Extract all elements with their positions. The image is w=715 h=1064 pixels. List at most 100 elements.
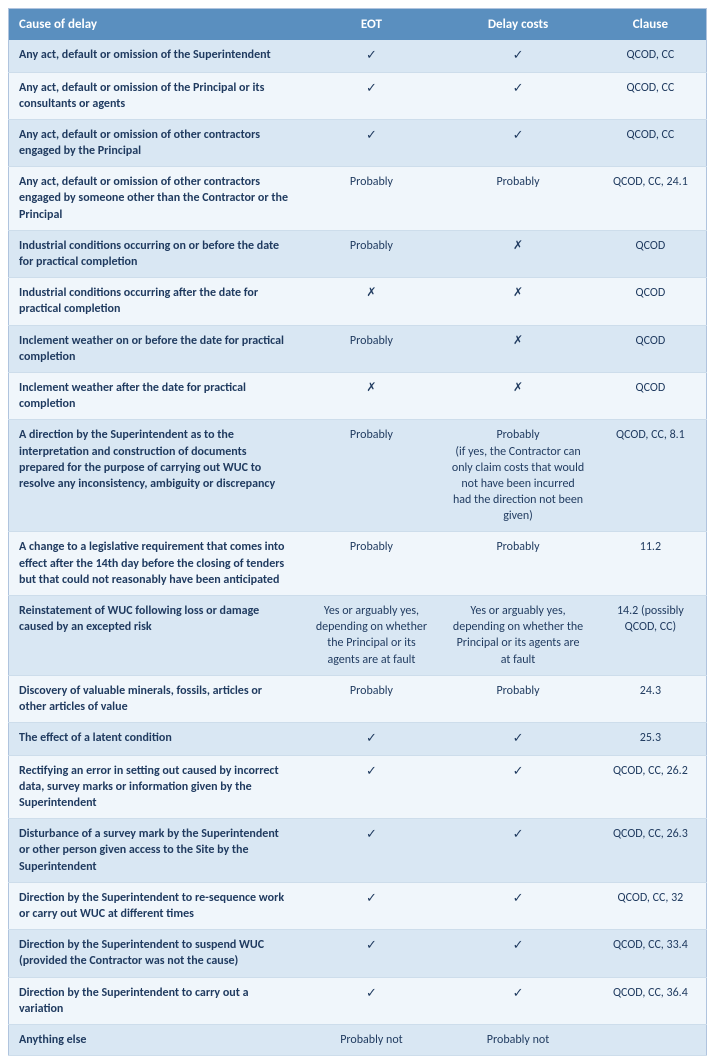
cell-eot: ✓ bbox=[302, 882, 442, 929]
delay-causes-table: Cause of delay EOT Delay costs Clause An… bbox=[8, 8, 707, 1056]
cell-eot: ✓ bbox=[302, 930, 442, 977]
cell-cause: The effect of a latent condition bbox=[9, 723, 302, 756]
cell-cause: Industrial conditions occurring after th… bbox=[9, 278, 302, 325]
cell-clause: QCOD bbox=[595, 372, 707, 419]
table-row: Inclement weather after the date for pra… bbox=[9, 372, 707, 419]
cell-delay: Probably bbox=[441, 532, 595, 596]
cell-cause: Industrial conditions occurring on or be… bbox=[9, 230, 302, 277]
cell-delay: ✓ bbox=[441, 882, 595, 929]
cell-clause: 14.2 (possibly QCOD, CC) bbox=[595, 596, 707, 676]
table-row: Industrial conditions occurring on or be… bbox=[9, 230, 707, 277]
col-header-eot: EOT bbox=[302, 9, 442, 41]
cell-eot: Probably bbox=[302, 167, 442, 231]
cell-eot: ✓ bbox=[302, 40, 442, 72]
cell-clause: QCOD, CC, 32 bbox=[595, 882, 707, 929]
table-row: Industrial conditions occurring after th… bbox=[9, 278, 707, 325]
cell-eot: Probably bbox=[302, 420, 442, 532]
table-row: The effect of a latent condition✓✓25.3 bbox=[9, 723, 707, 756]
cell-eot: ✗ bbox=[302, 372, 442, 419]
table-row: Any act, default or omission of other co… bbox=[9, 167, 707, 231]
cell-eot: ✓ bbox=[302, 977, 442, 1024]
col-header-delay: Delay costs bbox=[441, 9, 595, 41]
cell-eot: ✓ bbox=[302, 755, 442, 819]
table-row: Direction by the Superintendent to carry… bbox=[9, 977, 707, 1024]
cell-delay: ✓ bbox=[441, 930, 595, 977]
cell-delay: Probably(if yes, the Contractor can only… bbox=[441, 420, 595, 532]
cell-cause: Any act, default or omission of other co… bbox=[9, 119, 302, 166]
cell-cause: Direction by the Superintendent to re-se… bbox=[9, 882, 302, 929]
cell-delay: ✓ bbox=[441, 819, 595, 883]
cell-eot: Probably bbox=[302, 532, 442, 596]
cell-cause: Any act, default or omission of the Prin… bbox=[9, 72, 302, 119]
cell-delay: ✓ bbox=[441, 40, 595, 72]
cell-clause: 24.3 bbox=[595, 675, 707, 722]
col-header-cause: Cause of delay bbox=[9, 9, 302, 41]
cell-eot: ✗ bbox=[302, 278, 442, 325]
cell-eot: ✓ bbox=[302, 723, 442, 756]
table-row: Any act, default or omission of the Supe… bbox=[9, 40, 707, 72]
cell-eot: Probably bbox=[302, 675, 442, 722]
cell-clause: QCOD, CC, 26.3 bbox=[595, 819, 707, 883]
cell-eot: ✓ bbox=[302, 819, 442, 883]
cell-cause: Direction by the Superintendent to suspe… bbox=[9, 930, 302, 977]
cell-clause: 25.3 bbox=[595, 723, 707, 756]
cell-delay: ✗ bbox=[441, 230, 595, 277]
cell-delay: Probably bbox=[441, 675, 595, 722]
cell-clause: 11.2 bbox=[595, 532, 707, 596]
table-row: A change to a legislative requirement th… bbox=[9, 532, 707, 596]
cell-eot: Probably bbox=[302, 230, 442, 277]
table-row: Disturbance of a survey mark by the Supe… bbox=[9, 819, 707, 883]
cell-cause: Direction by the Superintendent to carry… bbox=[9, 977, 302, 1024]
cell-clause: QCOD, CC, 8.1 bbox=[595, 420, 707, 532]
table-header-row: Cause of delay EOT Delay costs Clause bbox=[9, 9, 707, 41]
cell-clause: QCOD, CC, 33.4 bbox=[595, 930, 707, 977]
cell-delay: ✓ bbox=[441, 723, 595, 756]
table-row: Reinstatement of WUC following loss or d… bbox=[9, 596, 707, 676]
cell-delay: Probably bbox=[441, 167, 595, 231]
cell-cause: Inclement weather after the date for pra… bbox=[9, 372, 302, 419]
cell-cause: Any act, default or omission of the Supe… bbox=[9, 40, 302, 72]
cell-clause: QCOD bbox=[595, 278, 707, 325]
cell-clause: QCOD, CC, 36.4 bbox=[595, 977, 707, 1024]
cell-clause: QCOD, CC bbox=[595, 119, 707, 166]
table-row: Anything elseProbably notProbably not bbox=[9, 1024, 707, 1055]
table-row: Discovery of valuable minerals, fossils,… bbox=[9, 675, 707, 722]
cell-cause: Inclement weather on or before the date … bbox=[9, 325, 302, 372]
table-row: Direction by the Superintendent to suspe… bbox=[9, 930, 707, 977]
cell-delay: ✗ bbox=[441, 372, 595, 419]
cell-clause: QCOD bbox=[595, 230, 707, 277]
cell-delay: Yes or arguably yes, depending on whethe… bbox=[441, 596, 595, 676]
cell-cause: Discovery of valuable minerals, fossils,… bbox=[9, 675, 302, 722]
cell-clause: QCOD, CC bbox=[595, 40, 707, 72]
cell-cause: Reinstatement of WUC following loss or d… bbox=[9, 596, 302, 676]
cell-cause: A change to a legislative requirement th… bbox=[9, 532, 302, 596]
table-row: Any act, default or omission of other co… bbox=[9, 119, 707, 166]
cell-cause: Disturbance of a survey mark by the Supe… bbox=[9, 819, 302, 883]
cell-eot: ✓ bbox=[302, 72, 442, 119]
cell-clause: QCOD, CC bbox=[595, 72, 707, 119]
table-row: Rectifying an error in setting out cause… bbox=[9, 755, 707, 819]
cell-delay: ✗ bbox=[441, 325, 595, 372]
cell-delay: ✓ bbox=[441, 72, 595, 119]
cell-eot: ✓ bbox=[302, 119, 442, 166]
cell-clause: QCOD bbox=[595, 325, 707, 372]
cell-delay: ✓ bbox=[441, 755, 595, 819]
cell-cause: Any act, default or omission of other co… bbox=[9, 167, 302, 231]
table-row: Inclement weather on or before the date … bbox=[9, 325, 707, 372]
col-header-clause: Clause bbox=[595, 9, 707, 41]
cell-eot: Yes or arguably yes, depending on whethe… bbox=[302, 596, 442, 676]
cell-clause: QCOD, CC, 26.2 bbox=[595, 755, 707, 819]
table-row: Direction by the Superintendent to re-se… bbox=[9, 882, 707, 929]
cell-eot: Probably bbox=[302, 325, 442, 372]
cell-eot: Probably not bbox=[302, 1024, 442, 1055]
cell-cause: Anything else bbox=[9, 1024, 302, 1055]
cell-delay: Probably not bbox=[441, 1024, 595, 1055]
table-body: Any act, default or omission of the Supe… bbox=[9, 40, 707, 1056]
cell-delay: ✓ bbox=[441, 119, 595, 166]
cell-cause: A direction by the Superintendent as to … bbox=[9, 420, 302, 532]
cell-delay: ✗ bbox=[441, 278, 595, 325]
table-row: Any act, default or omission of the Prin… bbox=[9, 72, 707, 119]
cell-cause: Rectifying an error in setting out cause… bbox=[9, 755, 302, 819]
cell-clause bbox=[595, 1024, 707, 1055]
cell-delay: ✓ bbox=[441, 977, 595, 1024]
